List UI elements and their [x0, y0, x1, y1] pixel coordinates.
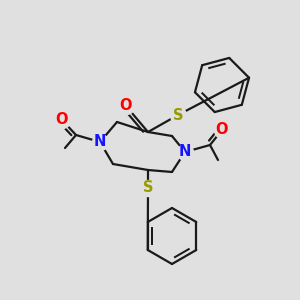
Text: N: N	[179, 145, 191, 160]
Text: S: S	[143, 181, 153, 196]
Text: O: O	[216, 122, 228, 137]
Text: S: S	[173, 107, 183, 122]
Text: N: N	[94, 134, 106, 149]
Text: O: O	[56, 112, 68, 128]
Text: O: O	[120, 98, 132, 113]
